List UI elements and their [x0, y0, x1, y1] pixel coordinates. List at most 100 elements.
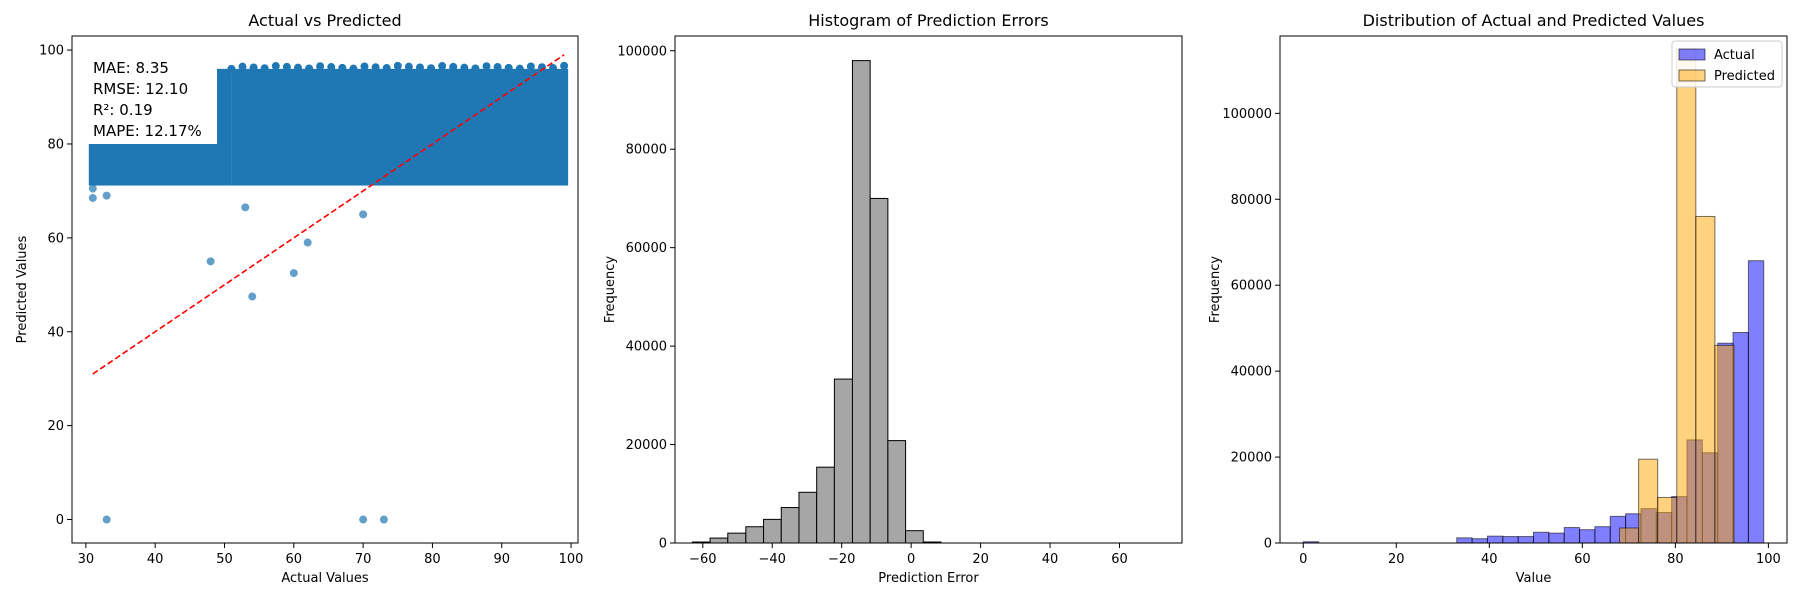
y-axis-label: Frequency	[603, 256, 618, 323]
x-tick-label: 60	[286, 552, 303, 567]
y-tick-label: 20000	[1231, 451, 1272, 466]
scatter-point	[241, 203, 250, 212]
histogram-bar	[780, 507, 800, 544]
y-tick-label: 60000	[626, 241, 667, 256]
y-tick-label: 40	[47, 325, 64, 340]
y-tick-label: 0	[1264, 537, 1272, 552]
histogram-bar	[763, 518, 782, 544]
x-tick-label: 60	[1574, 552, 1591, 567]
x-tick-label: 20	[1388, 552, 1405, 567]
y-tick-label: 40000	[626, 340, 667, 355]
y-axis-label: Predicted Values	[15, 235, 30, 343]
scatter-point	[404, 62, 413, 71]
y-tick-label: 80000	[1231, 193, 1272, 208]
scatter-point	[438, 62, 447, 71]
histogram-bar	[745, 526, 765, 544]
scatter-point	[282, 62, 291, 71]
histogram-bar	[1747, 260, 1765, 543]
histogram-bar	[1486, 535, 1504, 543]
scatter-point	[493, 63, 502, 72]
scatter-point	[371, 63, 380, 72]
x-tick-label: 0	[1299, 552, 1307, 567]
scatter-point	[338, 63, 347, 72]
scatter-point	[379, 515, 388, 524]
scatter-point	[360, 62, 369, 71]
metrics-box-background	[87, 56, 217, 144]
scatter-point	[349, 64, 358, 73]
scatter-point	[293, 63, 302, 72]
scatter-point	[560, 61, 569, 70]
plot-frame	[674, 35, 1183, 544]
scatter-point	[515, 64, 524, 73]
x-tick-label: 80	[424, 552, 441, 567]
scatter-point	[393, 61, 402, 70]
scatter-point	[471, 64, 480, 73]
scatter-point	[227, 64, 236, 73]
y-axis-label: Frequency	[1208, 256, 1223, 323]
histogram-bar	[816, 466, 835, 544]
metric-text: MAPE: 12.17%	[93, 122, 202, 140]
chart-title: Histogram of Prediction Errors	[808, 11, 1049, 30]
scatter-point	[460, 63, 469, 72]
y-tick-label: 80	[47, 137, 64, 152]
x-tick-label: 70	[355, 552, 372, 567]
scatter-point	[289, 269, 298, 278]
histogram-bar	[1471, 538, 1488, 543]
metric-text: MAE: 8.35	[93, 59, 169, 77]
legend: Actual Predicted	[1671, 40, 1783, 88]
histogram-bar	[1517, 536, 1535, 543]
axes-3: 0 20 40 60 80 100 0 20000 40000 60000 80000 100000 D…	[1208, 11, 1788, 586]
histogram-bar	[1594, 526, 1611, 543]
chart-title: Distribution of Actual and Predicted Val…	[1363, 11, 1705, 30]
histogram-bar	[1563, 527, 1581, 543]
x-tick-label: 100	[1756, 552, 1781, 567]
scatter-point	[549, 64, 558, 73]
histogram-bar	[1657, 496, 1678, 543]
perfect-prediction-line	[92, 54, 565, 375]
chart-title: Actual vs Predicted	[248, 11, 401, 30]
y-tick-label: 60	[47, 231, 64, 246]
scatter-point	[238, 62, 247, 71]
y-tick-label: 40000	[1231, 365, 1272, 380]
y-tick-label: 20000	[626, 438, 667, 453]
histogram-bar	[1732, 331, 1749, 543]
legend-swatch	[1678, 48, 1706, 61]
scatter-point	[504, 63, 513, 72]
metric-text: R²: 0.19	[93, 101, 153, 119]
histogram-bar	[1714, 344, 1735, 543]
x-tick-label: −40	[759, 552, 786, 567]
histogram-bar	[833, 378, 853, 544]
histogram-bar	[727, 532, 747, 544]
scatter-point	[415, 63, 424, 72]
scatter-point	[316, 62, 325, 71]
plot-frame	[71, 35, 579, 544]
scatter-point	[249, 63, 258, 72]
scatter-point	[382, 64, 391, 73]
scatter-point	[305, 64, 314, 73]
scatter-point	[359, 515, 368, 524]
x-tick-label: 40	[1481, 552, 1498, 567]
x-tick-label: 50	[216, 552, 233, 567]
x-tick-label: 40	[1042, 552, 1059, 567]
histogram-bar	[887, 440, 907, 544]
scatter-point	[248, 292, 257, 301]
y-tick-label: 60000	[1231, 279, 1272, 294]
metrics-box: MAE: 8.35 RMSE: 12.10 R²: 0.19 MAPE: 12.17%	[87, 56, 217, 144]
scatter-point	[427, 64, 436, 73]
histogram-bars	[691, 60, 942, 544]
scatter-point	[327, 63, 336, 72]
scatter-point	[102, 191, 111, 200]
histogram-bar	[798, 491, 818, 544]
metric-text: RMSE: 12.10	[93, 80, 188, 98]
x-tick-label: 30	[78, 552, 95, 567]
plot-frame	[1279, 35, 1788, 544]
histogram-bar	[1638, 458, 1659, 543]
scatter-point	[359, 210, 368, 219]
scatter-point	[449, 62, 458, 71]
scatter-point	[303, 238, 312, 247]
x-tick-label: 100	[559, 552, 584, 567]
y-tick-label: 100	[39, 44, 64, 59]
series-predicted-bars	[1619, 48, 1735, 543]
x-axis-label: Prediction Error	[878, 571, 979, 586]
